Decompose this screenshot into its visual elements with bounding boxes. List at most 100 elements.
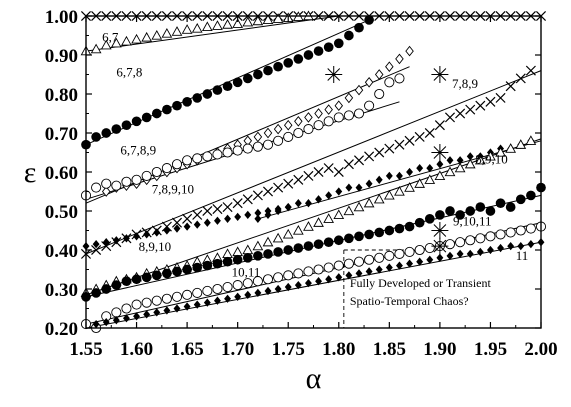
data-point-open-circle: [252, 141, 263, 152]
data-point-x: [303, 170, 314, 181]
band-annotation: 11: [516, 248, 529, 263]
data-point-open-circle: [475, 233, 486, 244]
data-point-triangle: [323, 213, 335, 223]
data-point-filled-diamond: [163, 306, 171, 315]
fit-line: [85, 194, 542, 298]
data-point-triangle: [485, 150, 496, 161]
data-point-filled-circle: [101, 128, 112, 138]
data-point-open-circle: [505, 227, 516, 238]
data-point-filled-circle: [313, 46, 324, 56]
data-point-triangle: [434, 170, 446, 181]
data-point-triangle: [141, 31, 153, 42]
data-point-triangle: [121, 35, 132, 46]
y-tick-label: 0.80: [45, 85, 78, 106]
data-point-x: [212, 204, 223, 215]
data-point-open-diamond: [283, 119, 293, 131]
data-point-open-circle: [465, 235, 476, 246]
data-point-open-diamond: [395, 53, 404, 65]
data-point-triangle: [131, 33, 142, 44]
data-point-open-circle: [384, 77, 395, 88]
data-point-open-diamond: [334, 100, 344, 112]
data-point-open-diamond: [253, 131, 263, 143]
data-point-open-circle: [192, 287, 203, 298]
data-point-open-diamond: [374, 69, 384, 80]
data-point-filled-diamond: [385, 171, 393, 181]
data-point-filled-circle: [91, 288, 101, 298]
data-point-open-diamond: [344, 92, 354, 104]
data-point-open-diamond: [304, 112, 313, 123]
data-point-filled-diamond: [153, 228, 161, 237]
data-point-filled-diamond: [335, 273, 343, 282]
data-point-filled-diamond: [153, 308, 161, 317]
data-point-open-circle: [161, 293, 172, 304]
y-tick-label: 0.30: [45, 280, 78, 301]
data-point-open-circle: [202, 285, 213, 297]
data-point-triangle: [495, 146, 506, 157]
data-point-filled-diamond: [143, 230, 151, 239]
data-point-x: [364, 151, 375, 162]
data-point-filled-circle: [182, 264, 192, 275]
data-point-filled-circle: [354, 22, 364, 33]
data-point-filled-diamond: [203, 298, 211, 307]
data-point-open-diamond: [273, 123, 283, 135]
data-point-filled-circle: [505, 202, 516, 212]
data-point-open-circle: [303, 124, 314, 135]
band-annotation: 6,7,8: [116, 64, 142, 79]
data-point-filled-diamond: [122, 234, 130, 243]
data-point-x: [434, 120, 445, 131]
data-point-filled-circle: [141, 112, 152, 123]
data-point-open-circle: [242, 278, 253, 289]
data-point-filled-diamond: [436, 253, 444, 262]
data-point-triangle: [242, 16, 254, 27]
data-point-filled-diamond: [112, 316, 120, 325]
data-point-filled-diamond: [315, 195, 323, 204]
data-point-filled-circle: [222, 81, 233, 92]
data-point-open-circle: [364, 254, 375, 265]
data-point-filled-diamond: [335, 187, 343, 196]
data-point-filled-diamond: [426, 255, 434, 264]
data-point-x: [414, 131, 425, 142]
data-point-x: [273, 182, 284, 193]
data-point-x: [455, 108, 466, 119]
fit-line: [85, 15, 339, 52]
data-point-triangle: [110, 37, 122, 48]
data-point-triangle: [242, 244, 254, 255]
data-point-filled-circle: [131, 116, 142, 127]
data-point-x: [384, 143, 395, 154]
data-point-open-circle: [151, 166, 162, 178]
data-point-filled-circle: [455, 210, 465, 220]
band-annotation: 6,7: [102, 29, 119, 44]
band-annotation: 8,9,10: [475, 151, 508, 166]
data-point-filled-diamond: [264, 206, 272, 216]
labels-layer: 1.55 1.60 1.65 1.70 1.75 1.80 1.85 1.90 1.95 2.00…: [24, 7, 558, 395]
data-point-filled-circle: [162, 268, 172, 279]
data-point-filled-diamond: [446, 156, 454, 165]
data-point-x: [444, 112, 456, 123]
chaos-note-line: Spatio-Temporal Chaos?: [350, 294, 469, 308]
data-point-filled-diamond: [294, 199, 302, 208]
data-point-x: [333, 166, 344, 178]
data-point-open-circle: [343, 110, 354, 121]
data-point-open-circle: [192, 153, 203, 164]
data-point-star: [431, 144, 449, 161]
data-point-open-circle: [353, 256, 365, 267]
data-point-filled-diamond: [92, 240, 100, 249]
data-point-open-circle: [121, 176, 132, 187]
data-point-filled-circle: [151, 108, 162, 119]
data-point-filled-circle: [121, 120, 132, 131]
data-point-filled-diamond: [304, 279, 312, 288]
data-point-open-circle: [91, 182, 102, 193]
data-point-filled-circle: [475, 202, 486, 212]
data-point-triangle: [161, 28, 173, 38]
data-point-triangle: [151, 29, 163, 40]
band-annotation: 9,10,11: [453, 213, 492, 228]
data-point-triangle: [303, 221, 314, 231]
data-point-filled-diamond: [416, 257, 424, 266]
data-point-filled-circle: [253, 69, 263, 80]
data-point-filled-diamond: [426, 163, 434, 173]
data-point-filled-circle: [414, 217, 425, 228]
data-point-filled-circle: [273, 61, 283, 72]
data-point-filled-diamond: [264, 286, 272, 296]
data-point-triangle: [191, 22, 203, 33]
